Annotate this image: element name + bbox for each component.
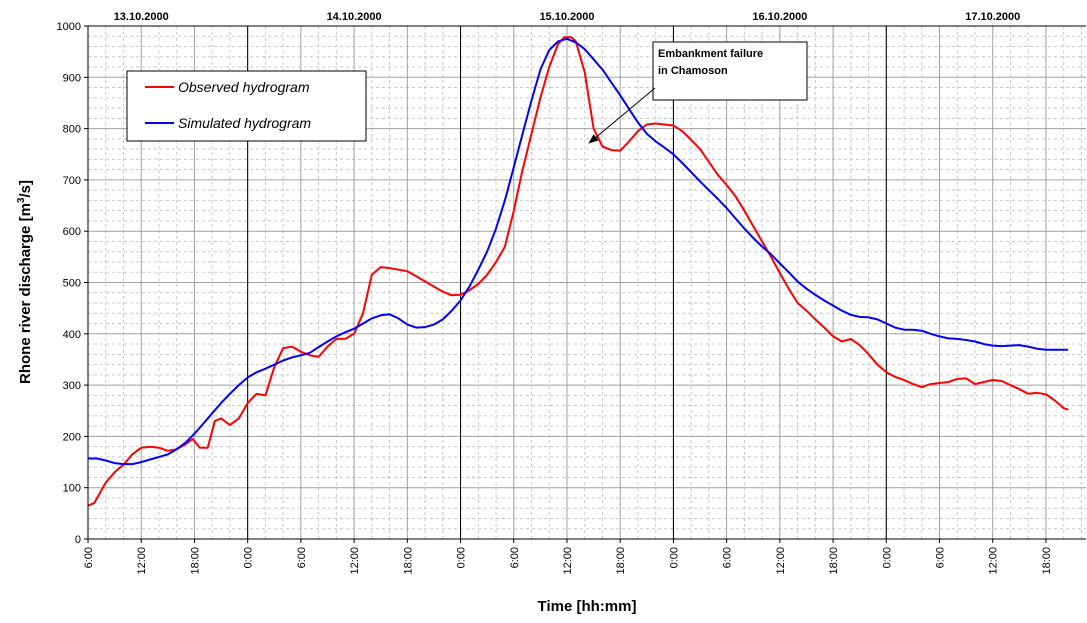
day-label: 13.10.2000: [114, 11, 169, 23]
legend: Observed hydrogram Simulated hydrogram: [126, 70, 367, 142]
x-tick-label: 12:00: [562, 547, 574, 575]
x-tick-label: 0:00: [456, 547, 468, 568]
x-tick-label: 12:00: [349, 547, 361, 575]
x-tick-labels: 6:00 12:00 18:00 0:00 6:00 12:00 18:00 0:00 6:00…: [83, 547, 1053, 575]
x-tick-label: 0:00: [243, 547, 255, 568]
annotation-line-1: Embankment failure: [658, 48, 763, 60]
y-tick-label: 500: [63, 278, 81, 290]
day-label: 16.10.2000: [752, 11, 807, 23]
series-line-simulated: [88, 37, 1069, 466]
x-tick-label: 18:00: [402, 547, 414, 575]
legend-label-simulated: Simulated hydrogram: [178, 115, 311, 131]
x-axis-title: Time [hh:mm]: [538, 598, 637, 615]
y-tick-label: 300: [63, 380, 81, 392]
x-tick-label: 18:00: [1041, 547, 1053, 575]
x-tick-label: 0:00: [668, 547, 680, 568]
y-tick-label: 0: [75, 534, 81, 546]
x-tick-label: 18:00: [189, 547, 201, 575]
x-tick-label: 6:00: [509, 547, 521, 568]
x-tick-label: 12:00: [988, 547, 1000, 575]
x-tick-label: 12:00: [136, 547, 148, 575]
day-label: 17.10.2000: [965, 11, 1020, 23]
y-axis-title: Rhone river discharge [m3/s]: [16, 180, 34, 384]
day-labels: 13.10.2000 14.10.2000 15.10.2000 16.10.2000…: [114, 11, 1021, 23]
y-tick-label: 600: [63, 226, 81, 238]
y-tick-label: 100: [63, 483, 81, 495]
day-label: 14.10.2000: [327, 11, 382, 23]
series-line-observed: [88, 36, 1069, 507]
legend-label-observed: Observed hydrogram: [178, 79, 310, 95]
x-tick-label: 0:00: [881, 547, 893, 568]
y-tick-label: 400: [63, 329, 81, 341]
y-tick-label: 900: [63, 72, 81, 84]
x-tick-label: 6:00: [722, 547, 734, 568]
annotation-box: [652, 41, 808, 101]
x-tick-label: 18:00: [615, 547, 627, 575]
x-tick-label: 18:00: [828, 547, 840, 575]
x-tick-label: 12:00: [775, 547, 787, 575]
axes: [84, 25, 1086, 543]
minor-gridlines: [88, 26, 1086, 539]
annotation: Embankment failure in Chamoson: [588, 41, 808, 144]
y-tick-label: 800: [63, 124, 81, 136]
x-tick-label: 6:00: [83, 547, 95, 568]
annotation-line-2: in Chamoson: [658, 65, 728, 77]
legend-box: [126, 70, 367, 142]
x-tick-label: 6:00: [935, 547, 947, 568]
y-tick-label: 700: [63, 175, 81, 187]
series-layer: [88, 36, 1069, 507]
day-label: 15.10.2000: [539, 11, 594, 23]
y-tick-label: 200: [63, 431, 81, 443]
annotation-arrow: [588, 87, 656, 144]
y-tick-label: 1000: [57, 21, 81, 33]
y-tick-labels: 0 100 200 300 400 500 600 700 800 900 1000: [57, 21, 81, 546]
x-tick-label: 6:00: [296, 547, 308, 568]
